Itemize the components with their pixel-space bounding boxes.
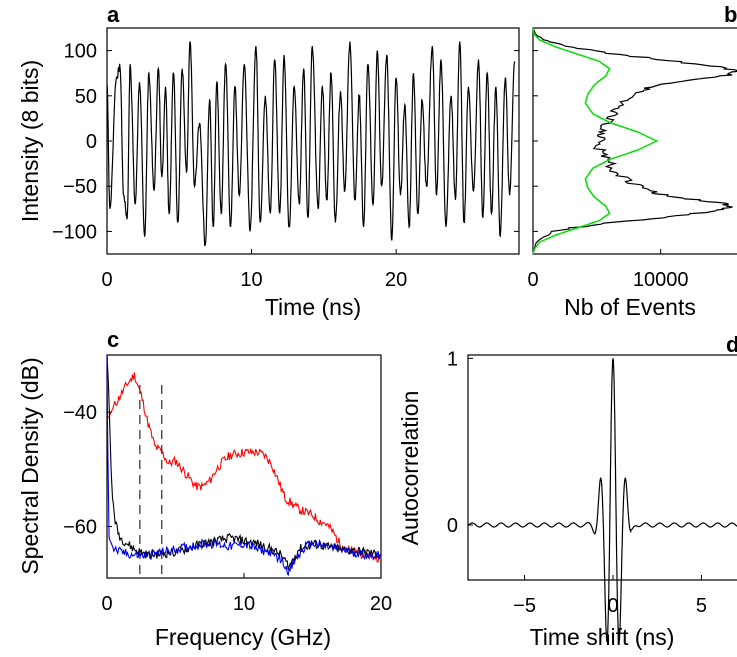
panel-d-xtick-label: 5 [696,595,707,617]
panel-a-xlabel: Time (ns) [265,294,361,320]
panel-a-ylabel: Intensity (8 bits) [17,60,43,222]
panel-c-series-red [107,372,382,563]
panel-d-series-line [467,358,737,643]
panel-c-xtick-label: 0 [101,593,112,615]
panel-c: c 0 10 20 −40 −60 Frequency (GHz) Spectral D… [17,327,392,650]
panel-b-letter: b [724,2,737,27]
panel-d-axes-box [467,354,737,581]
panel-a-series-line [106,41,516,247]
panel-c-letter: c [107,327,119,352]
panel-a-ytick-label: −50 [63,176,97,198]
panel-d-ytick-label: 0 [447,515,458,537]
panel-d-letter: d [726,332,737,357]
panel-c-xtick-label: 20 [370,593,392,615]
panel-d-xtick-label: 0 [607,595,618,617]
panel-b-series-black [532,27,737,255]
panel-b-xtick-label: 0 [527,269,538,291]
panel-d-ytick-label: 1 [447,348,458,370]
panel-c-xtick-label: 10 [233,593,255,615]
panel-b-xtick-label: 10000 [633,269,689,291]
panel-c-ytick-label: −60 [63,517,97,539]
panel-c-ylabel: Spectral Density (dB) [17,357,43,574]
panel-a-ytick-label: 100 [64,41,97,63]
panel-a-xtick-label: 10 [240,269,262,291]
panel-a: a 0 10 20 100 50 0 −50 −100 Time (ns) Intensity… [17,2,520,320]
panel-a-xtick-label: 0 [101,269,112,291]
panel-d: d −5 0 510 Time shift (ns) Autocorrelation [397,332,737,650]
panel-a-ytick-label: −100 [52,221,97,243]
panel-b: b 0 10000 Nb of Events [527,2,737,320]
panel-c-xlabel: Frequency (GHz) [155,624,331,650]
panel-c-series-blue [106,354,382,577]
panel-c-series-black [106,354,381,570]
panel-d-xtick-label: −5 [513,595,536,617]
panel-a-ytick-label: 0 [86,131,97,153]
panel-c-ytick-label: −40 [63,402,97,424]
panel-a-letter: a [107,2,120,27]
panel-b-series-green [532,27,659,255]
panel-d-xlabel: Time shift (ns) [530,624,675,650]
panel-d-ylabel: Autocorrelation [397,391,423,546]
panel-a-xtick-label: 20 [385,269,407,291]
panel-a-ytick-label: 50 [75,86,97,108]
panel-b-xlabel: Nb of Events [564,294,696,320]
